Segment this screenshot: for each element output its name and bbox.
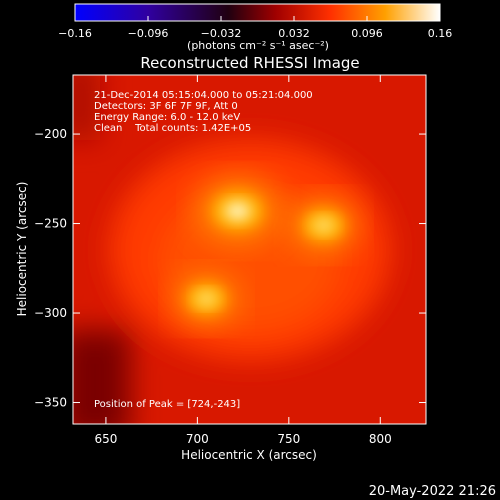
source-core (313, 218, 335, 233)
x-tick-label: 800 (369, 432, 392, 446)
chart-title: Reconstructed RHESSI Image (140, 54, 359, 72)
source-blob (287, 196, 360, 255)
source-blob (172, 270, 241, 327)
colorbar-tick-label: 0.096 (351, 27, 383, 40)
colorbar-tick-label: −0.096 (128, 27, 169, 40)
x-axis-ticks (105, 75, 381, 424)
y-tick-label: −200 (34, 127, 67, 141)
x-axis-label: Heliocentric X (arcsec) (181, 448, 317, 462)
x-tick-label: 700 (186, 432, 209, 446)
plot-frame (72, 74, 427, 425)
source-core (196, 291, 217, 306)
colorbar (74, 3, 441, 22)
y-axis-ticks (73, 133, 426, 404)
heatmap-image (73, 75, 426, 424)
peak-position-label: Position of Peak = [724,-243] (94, 399, 240, 410)
x-tick-label: 650 (94, 432, 117, 446)
y-tick-label: −300 (34, 306, 67, 320)
footer-timestamp: 20-May-2022 21:26 (369, 484, 496, 499)
heatmap-dark-edge (73, 75, 100, 140)
x-tick-label: 750 (277, 432, 300, 446)
annotation-detectors: Detectors: 3F 6F 7F 9F, Att 0 (94, 101, 238, 112)
y-axis-label: Heliocentric Y (arcsec) (15, 182, 29, 317)
colorbar-unit-label: (photons cm⁻² s⁻¹ asec⁻²) (187, 39, 329, 52)
source-blob (193, 175, 282, 248)
annotation-energy-range: Energy Range: 6.0 - 12.0 keV (94, 112, 240, 123)
heatmap-dark-corner (73, 330, 130, 424)
x-axis-tick-labels: 650 700 750 800 (94, 432, 391, 446)
colorbar-ticks (74, 16, 441, 21)
annotation-clean-counts: Clean Total counts: 1.42E+05 (94, 123, 251, 134)
y-axis-tick-labels: −350 −300 −250 −200 (34, 127, 67, 409)
colorbar-tick-labels: −0.16 −0.096 −0.032 0.032 0.096 0.16 (58, 27, 452, 40)
colorbar-tick-label: 0.16 (428, 27, 453, 40)
annotation-time-range: 21-Dec-2014 05:15:04.000 to 05:21:04.000 (94, 90, 313, 101)
colorbar-tick-label: 0.032 (278, 27, 310, 40)
colorbar-tick-label: −0.032 (201, 27, 242, 40)
y-tick-label: −250 (34, 217, 67, 231)
colorbar-tick-label: −0.16 (58, 27, 92, 40)
y-tick-label: −350 (34, 396, 67, 410)
source-core (224, 202, 251, 221)
